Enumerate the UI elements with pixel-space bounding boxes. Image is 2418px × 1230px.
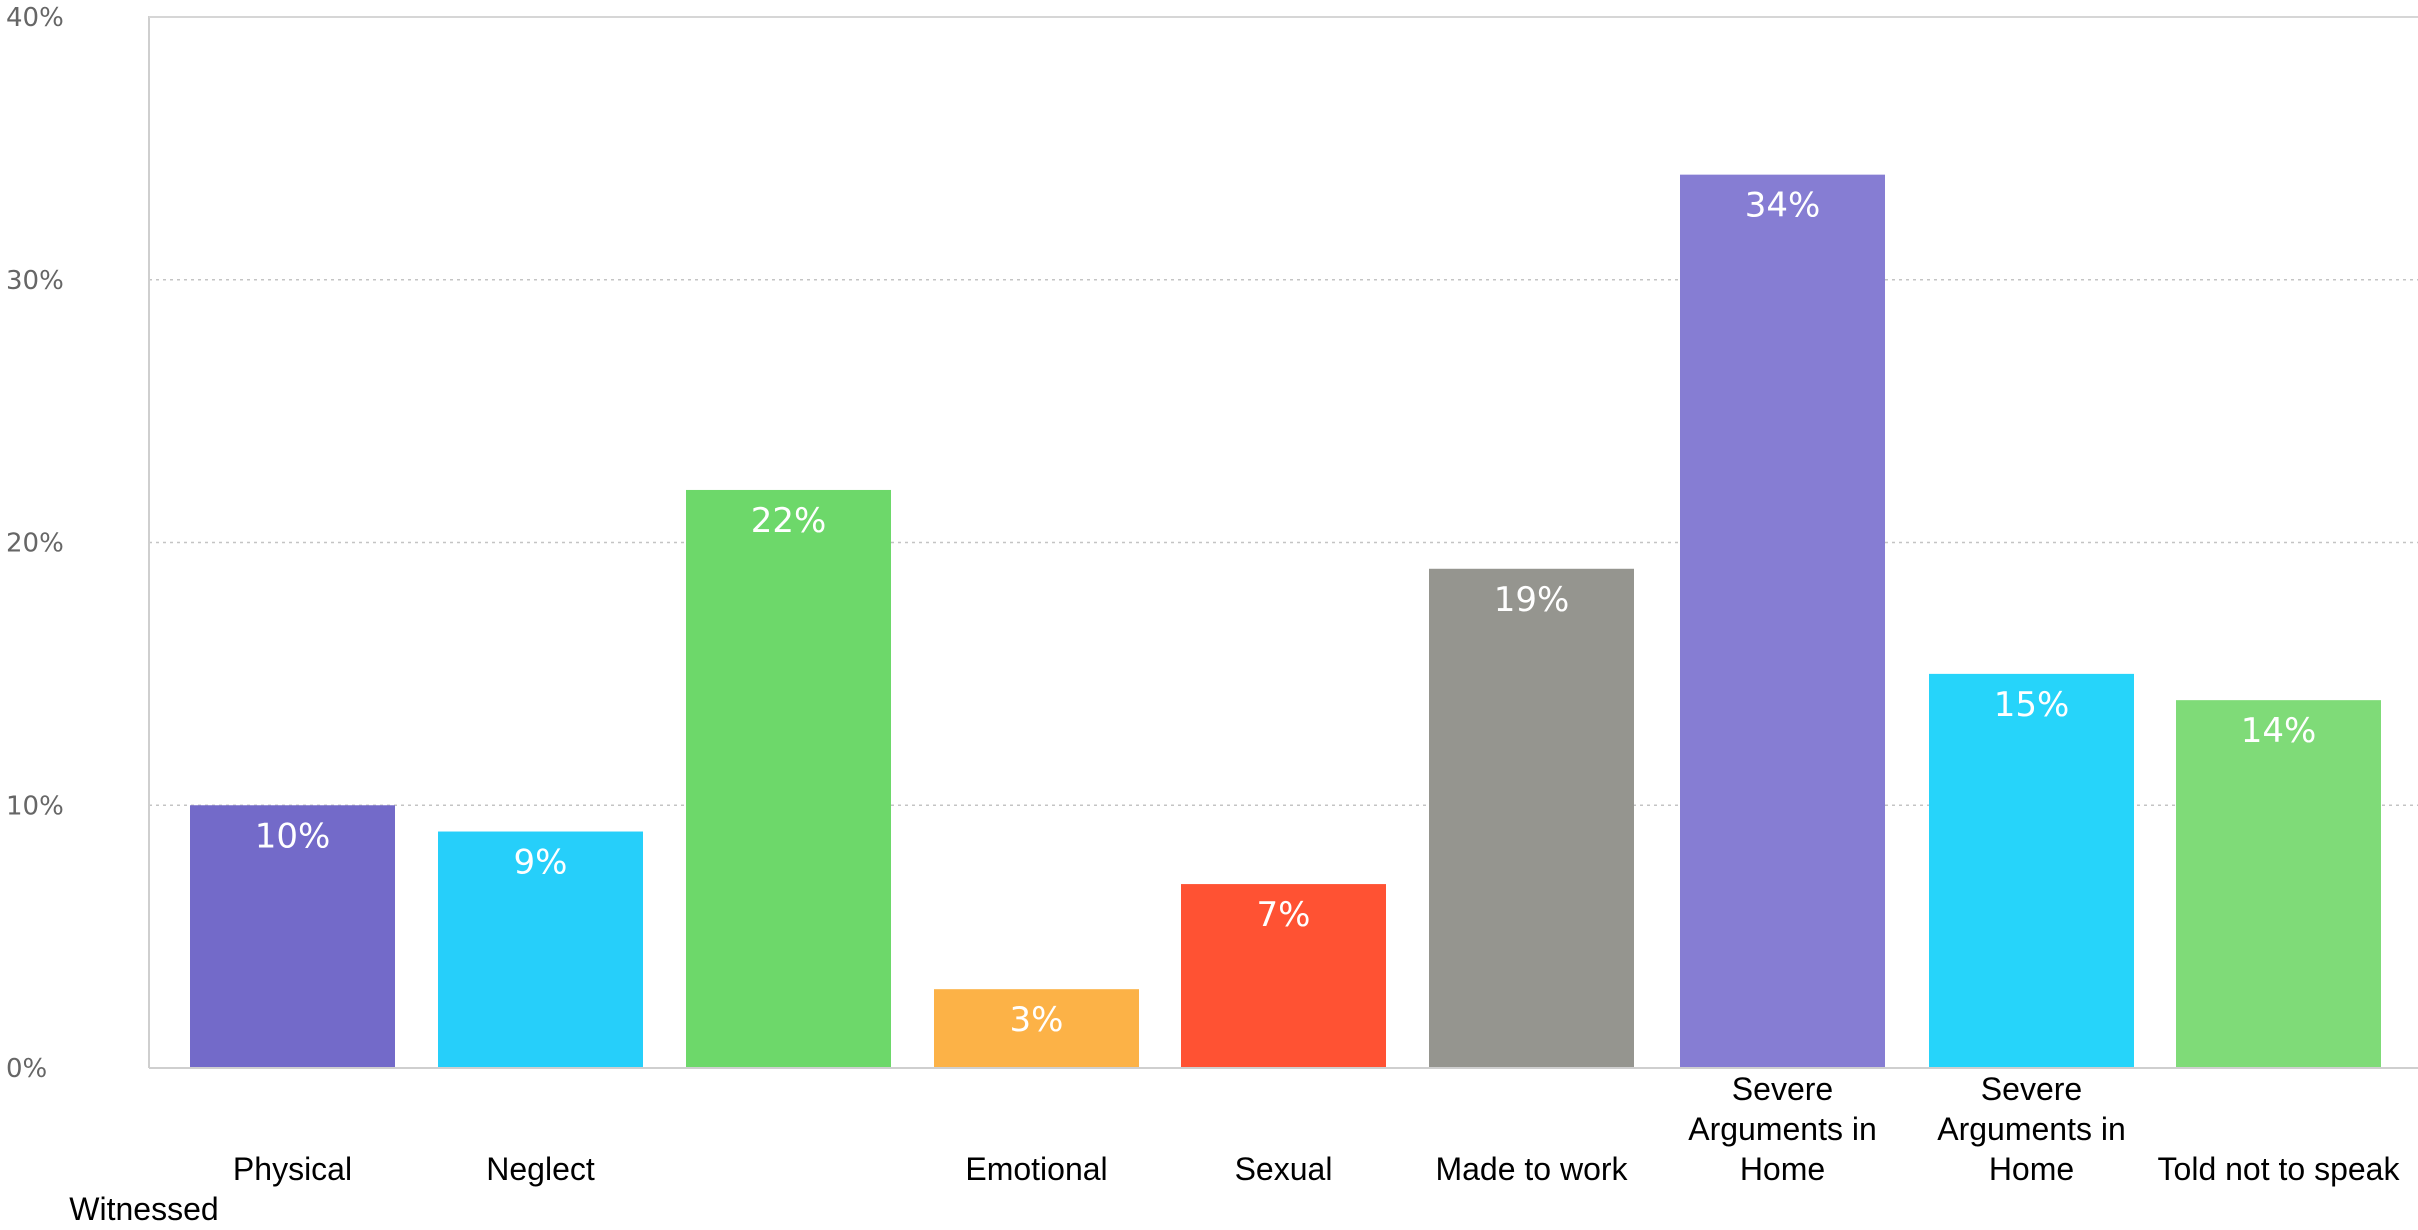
y-tick-label: 0% <box>6 1054 47 1084</box>
bar <box>686 490 891 1068</box>
bar <box>2176 700 2381 1068</box>
bar-value-label: 14% <box>2241 711 2317 751</box>
category-label: Sexual <box>1235 1151 1333 1187</box>
category-label: Told not to speak <box>2158 1151 2401 1187</box>
category-label: Severe Arguments in Home <box>1937 1071 2126 1187</box>
bar-value-label: 34% <box>1745 186 1821 226</box>
bar-value-label: 22% <box>751 501 827 541</box>
bar <box>1680 175 1885 1068</box>
category-label: Physical <box>233 1151 352 1187</box>
bar <box>1929 674 2134 1068</box>
category-label: Made to work <box>1435 1151 1628 1187</box>
bar-value-label: 7% <box>1257 895 1311 935</box>
y-axis-ticks: 0% 10% 20% 30% 40% <box>6 3 64 1084</box>
bar-value-label: 10% <box>255 816 331 856</box>
y-tick-label: 30% <box>6 266 64 296</box>
y-tick-label: 40% <box>6 3 64 33</box>
bar-value-label: 3% <box>1010 1000 1064 1040</box>
category-label: Emotional <box>965 1151 1107 1187</box>
bar-value-label: 19% <box>1494 580 1570 620</box>
y-tick-label: 20% <box>6 529 64 559</box>
category-labels: Physical Neglect Emotional Sexual Made to wo… <box>69 1071 2400 1227</box>
bar-value-label: 9% <box>514 843 568 883</box>
y-tick-label: 10% <box>6 791 64 821</box>
category-label-extra: Witnessed <box>69 1191 218 1227</box>
bar-value-label: 15% <box>1994 685 2070 725</box>
bar <box>1429 569 1634 1068</box>
category-label: Severe Arguments in Home <box>1688 1071 1877 1187</box>
category-label: Neglect <box>486 1151 595 1187</box>
